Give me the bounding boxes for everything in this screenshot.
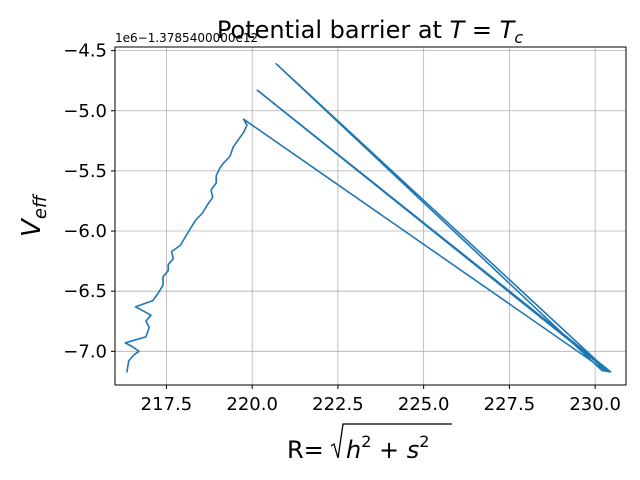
y-axis-label: Veff bbox=[17, 193, 51, 237]
svg-text:R=: R= bbox=[287, 436, 324, 464]
y-tick-label: −6.5 bbox=[63, 281, 107, 302]
series-layer bbox=[124, 63, 612, 373]
svg-text:h2 + s2: h2 + s2 bbox=[346, 432, 429, 464]
y-tick-label: −7.0 bbox=[63, 341, 107, 362]
plot-frame bbox=[114, 46, 627, 386]
y-tick-label: −6.0 bbox=[63, 221, 107, 242]
x-tick-label: 230.0 bbox=[569, 394, 621, 415]
x-tick-label: 225.0 bbox=[398, 394, 450, 415]
x-tick-label: 227.5 bbox=[484, 394, 536, 415]
chart-title: Potential barrier at T = Tc bbox=[217, 16, 523, 47]
grid bbox=[115, 47, 626, 385]
y-tick-label: −5.0 bbox=[63, 101, 107, 122]
x-tick-label: 217.5 bbox=[141, 394, 193, 415]
x-tick-label: 220.0 bbox=[226, 394, 278, 415]
x-tick-label: 222.5 bbox=[312, 394, 364, 415]
y-tick-label: −5.5 bbox=[63, 161, 107, 182]
ticks: 217.5 220.0 222.5 225.0 227.5 230.0 −7.0 −6.5 −6… bbox=[63, 41, 621, 415]
x-axis-label: R= h2 + s2 bbox=[287, 423, 452, 464]
series-line bbox=[124, 63, 612, 373]
y-tick-label: −4.5 bbox=[63, 41, 107, 62]
sqrt-radical bbox=[330, 423, 452, 459]
y-offset-text: 1e6−1.3785400000e12 bbox=[115, 31, 258, 45]
